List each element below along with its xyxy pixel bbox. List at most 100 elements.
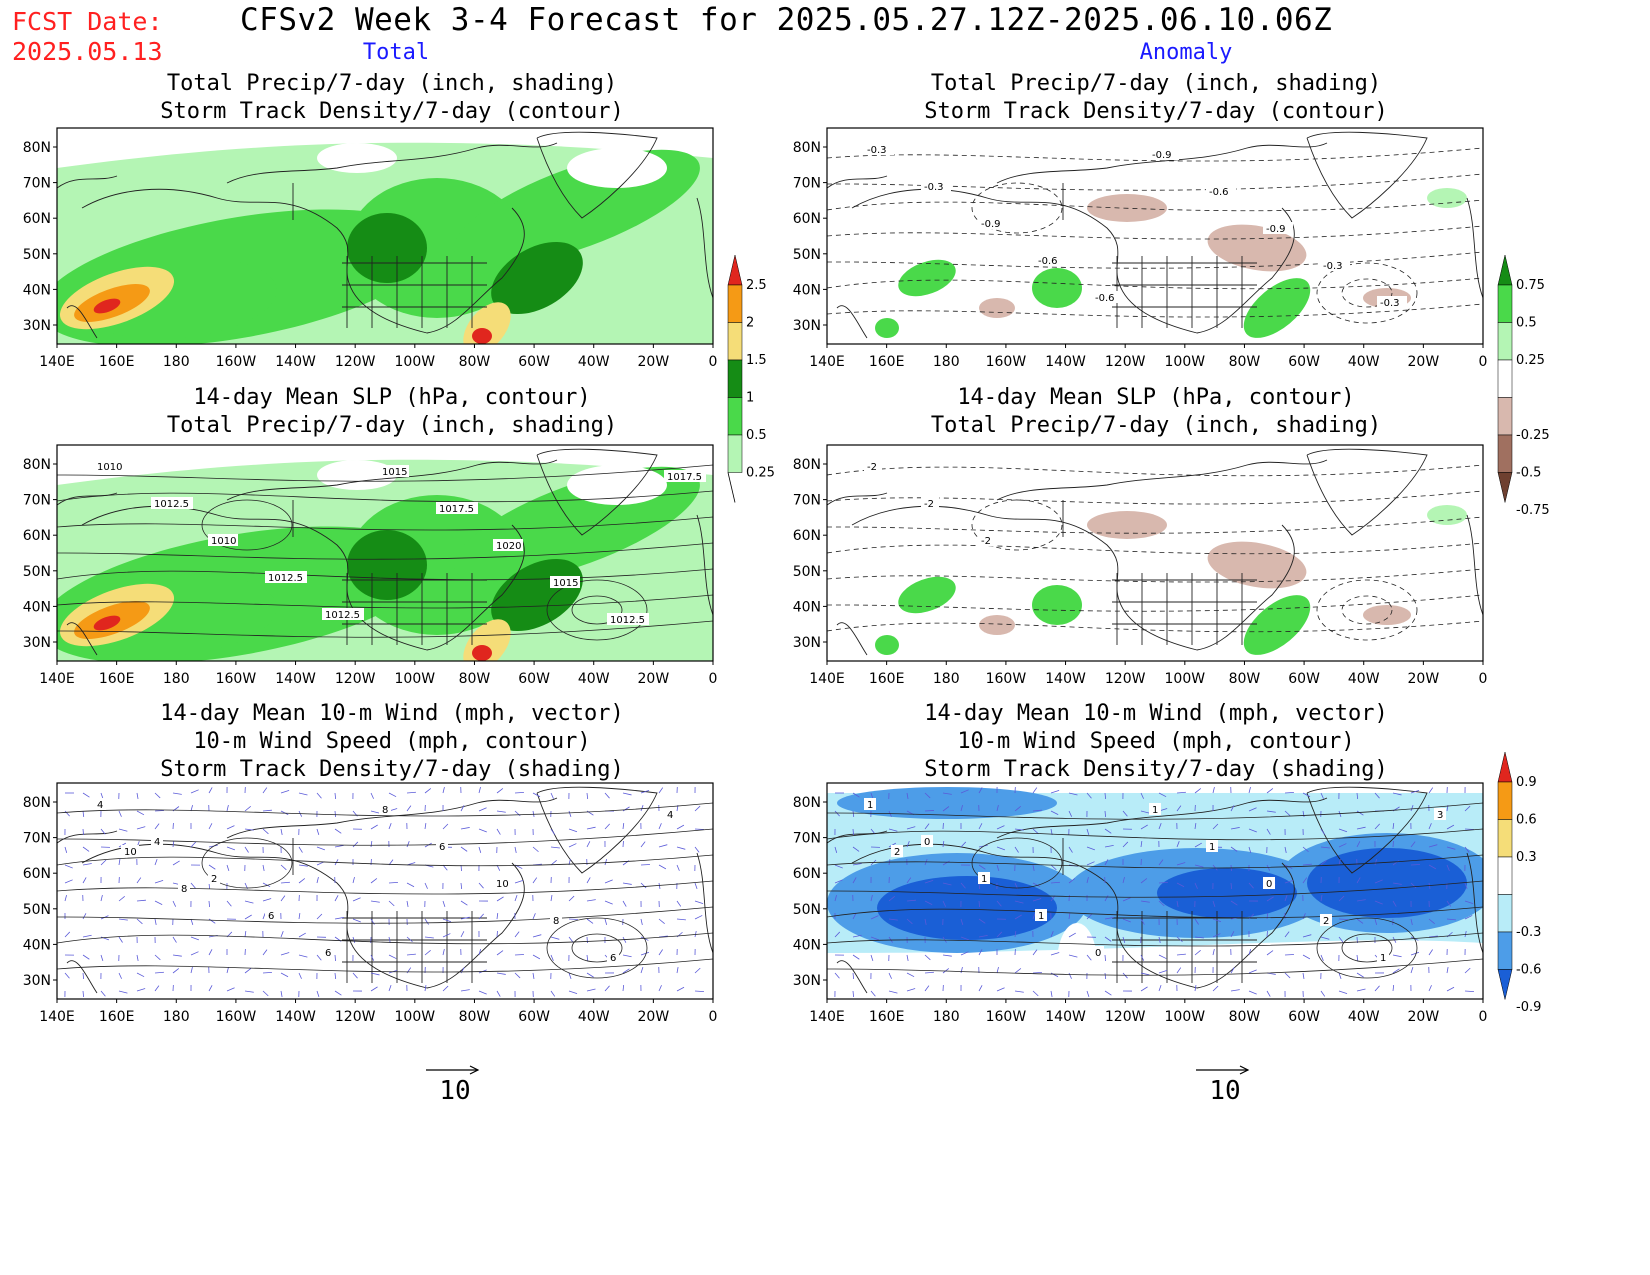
lon-tick-label: 80W (1229, 671, 1261, 687)
lon-tick-label: 80W (459, 1009, 491, 1025)
contour-label: -0.9 (1266, 224, 1286, 235)
lat-tick-label: 60N (23, 866, 51, 882)
column-heading-anomaly: Anomaly (1139, 40, 1233, 65)
lat-tick-label: 40N (23, 599, 51, 615)
lon-tick-label: 160E (99, 671, 135, 687)
colorbar-swatch (1497, 856, 1513, 895)
lon-tick-label: 140E (39, 354, 75, 370)
contour-label: -0.6 (1209, 187, 1229, 198)
title-line: 14-day Mean 10-m Wind (mph, vector) (160, 701, 624, 726)
lon-tick-label: 120W (1105, 354, 1146, 370)
colorbar-swatch (727, 434, 743, 473)
contour-label: 1010 (97, 462, 122, 473)
title-line: Total Precip/7-day (inch, shading) (166, 71, 618, 96)
contour-label: 1 (1152, 805, 1158, 816)
colorbar-label: -0.25 (1516, 428, 1550, 443)
lon-tick-label: 160W (986, 1009, 1027, 1025)
colorbar-label: 0.9 (1516, 775, 1537, 790)
colorbar-swatch (1497, 752, 1513, 783)
map-precip-anomaly-storm: -0.3 -0.3 -0.9 -0.6 -0.6 -0.9 -0.6 -0.9 -0.3 -0.3… (793, 127, 1487, 370)
contour-label: -2 (867, 462, 877, 473)
lon-tick-label: 20W (638, 671, 670, 687)
lon-tick-label: 40W (1348, 354, 1380, 370)
fcst-date-label: FCST Date: (12, 7, 163, 36)
lat-tick-label: 40N (23, 937, 51, 953)
lon-tick-label: 0 (709, 1009, 718, 1025)
lon-tick-label: 100W (1165, 671, 1206, 687)
contour-label: 1017.5 (439, 504, 474, 515)
colorbar-label: 2 (746, 316, 754, 331)
lon-tick-label: 0 (1479, 671, 1488, 687)
lon-tick-label: 20W (1408, 1009, 1440, 1025)
lat-tick-label: 60N (793, 866, 821, 882)
contour-label: 6 (268, 911, 274, 922)
contour-label: 1 (981, 874, 987, 885)
colorbar-swatch (1497, 931, 1513, 970)
panel-title-wind-total: 14-day Mean 10-m Wind (mph, vector) 10-m… (42, 700, 742, 784)
colorbar-swatch (1497, 781, 1513, 820)
lon-tick-label: 180 (933, 1009, 960, 1025)
lat-tick-label: 60N (793, 528, 821, 544)
lon-tick-label: 160W (216, 354, 257, 370)
lat-tick-label: 80N (793, 140, 821, 156)
lon-tick-label: 140W (1045, 354, 1086, 370)
lon-tick-label: 180 (163, 671, 190, 687)
lon-tick-label: 140W (1045, 671, 1086, 687)
lon-tick-label: 60W (518, 354, 550, 370)
reference-vector-label-left: 10 (439, 1076, 471, 1106)
lon-tick-label: 20W (1408, 671, 1440, 687)
lat-tick-label: 80N (23, 457, 51, 473)
title-line: 10-m Wind Speed (mph, contour) (193, 729, 591, 754)
panel-title-total-precip: Total Precip/7-day (inch, shading) Storm… (42, 70, 742, 126)
lon-tick-label: 140E (39, 1009, 75, 1025)
panel-title-wind-anomaly: 14-day Mean 10-m Wind (mph, vector) 10-m… (806, 700, 1506, 784)
lon-tick-label: 100W (1165, 354, 1206, 370)
colorbar-label: -0.9 (1516, 1000, 1541, 1015)
contour-label: 1 (1209, 842, 1215, 853)
contour-label: 10 (124, 847, 137, 858)
title-line: Total Precip/7-day (inch, shading) (930, 413, 1382, 438)
lat-tick-label: 30N (23, 318, 51, 334)
contour-label: 1010 (211, 536, 236, 547)
lon-tick-label: 140W (275, 354, 316, 370)
lat-tick-label: 70N (793, 493, 821, 509)
lat-tick-label: 50N (23, 564, 51, 580)
title-line: 14-day Mean SLP (hPa, contour) (193, 385, 591, 410)
lon-tick-label: 180 (163, 354, 190, 370)
lon-tick-label: 60W (1288, 354, 1320, 370)
lon-tick-label: 120W (335, 354, 376, 370)
lon-tick-label: 140E (39, 671, 75, 687)
contour-label: -2 (981, 536, 991, 547)
map-wind-anomaly: 1 0 1 1 0 1 1 0 2 1 3 2 80N 70N 60N 50N 40N 30N 140E 160E 18… (793, 782, 1487, 1025)
title-line: 14-day Mean SLP (hPa, contour) (957, 385, 1355, 410)
colorbar-label: 0.6 (1516, 813, 1537, 828)
colorbar-swatch (1497, 284, 1513, 323)
contour-label: -0.9 (981, 219, 1001, 230)
lon-tick-label: 0 (709, 671, 718, 687)
contour-label: -0.3 (1323, 261, 1343, 272)
title-line: Total Precip/7-day (inch, shading) (930, 71, 1382, 96)
lat-tick-label: 80N (793, 457, 821, 473)
lat-tick-label: 80N (23, 795, 51, 811)
contour-label: -0.3 (924, 182, 944, 193)
colorbar-swatch (727, 284, 743, 323)
lon-tick-label: 180 (933, 354, 960, 370)
contour-label: 1012.5 (154, 499, 189, 510)
map-slp-anomaly: -2 -2 -2 80N 70N 60N 50N 40N 30N 140E 160E 180 160W 1… (793, 444, 1488, 687)
lat-tick-label: 70N (23, 831, 51, 847)
lon-tick-label: 160W (216, 1009, 257, 1025)
colorbar-label: 2.5 (746, 278, 767, 293)
reference-arrow-icon (1196, 1065, 1250, 1075)
fcst-date-value: 2025.05.13 (12, 37, 163, 66)
lon-tick-label: 40W (578, 671, 610, 687)
panel-title-slp-anomaly: 14-day Mean SLP (hPa, contour) Total Pre… (806, 384, 1506, 440)
title-line: Total Precip/7-day (inch, shading) (166, 413, 618, 438)
lon-tick-label: 60W (518, 1009, 550, 1025)
contour-label: 0 (1266, 879, 1272, 890)
lon-tick-label: 80W (459, 354, 491, 370)
lat-tick-label: 40N (793, 937, 821, 953)
contour-label: 8 (553, 916, 559, 927)
colorbar-swatch (1497, 434, 1513, 473)
lon-tick-label: 80W (1229, 1009, 1261, 1025)
lon-tick-label: 140W (275, 1009, 316, 1025)
